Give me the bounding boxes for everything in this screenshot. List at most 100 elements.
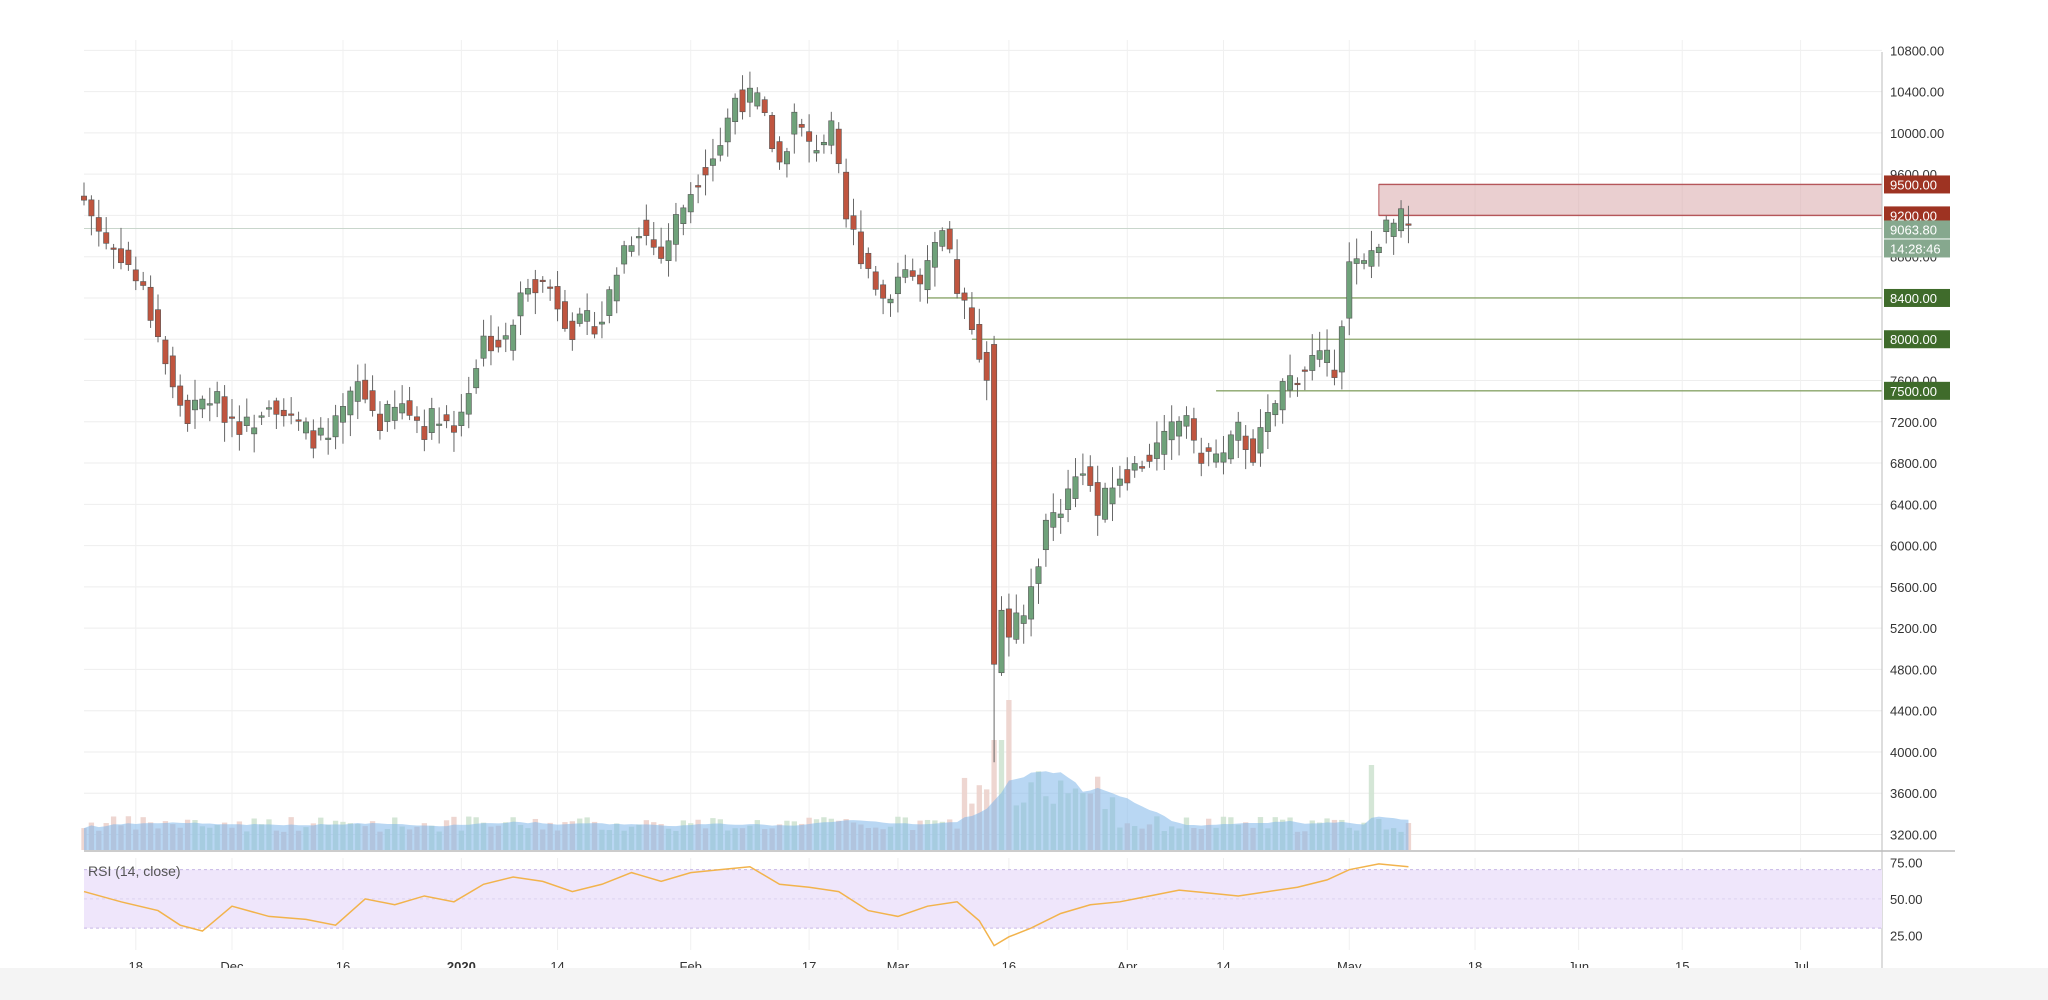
candle-body: [998, 609, 1005, 674]
candle-body: [229, 416, 235, 419]
candle-body: [1146, 454, 1153, 462]
candle-body: [325, 437, 332, 440]
candle-body: [931, 242, 938, 268]
candle-body: [539, 279, 546, 282]
candle-body: [902, 269, 909, 278]
candlesticks: [81, 71, 1412, 763]
candle-body: [428, 408, 435, 433]
price-tick-label: 10400.00: [1890, 85, 1944, 100]
price-tick-label: 5200.00: [1890, 621, 1937, 636]
candle-body: [621, 245, 628, 265]
candle-body: [1264, 412, 1271, 432]
countdown-tag: [1884, 239, 1950, 258]
candle-body: [413, 416, 420, 421]
candle-body: [169, 355, 176, 388]
candle-body: [295, 419, 302, 422]
candle-body: [399, 403, 406, 414]
candle-body: [1168, 421, 1175, 441]
candle-body: [1153, 442, 1160, 459]
candle-body: [251, 427, 258, 435]
volume-bar: [991, 740, 997, 850]
candle-body: [480, 335, 487, 359]
level-tag-label: 8400.00: [1890, 291, 1937, 306]
candle-body: [843, 171, 850, 220]
last-price-tag: [1884, 220, 1950, 239]
footer-bar: [0, 968, 2048, 1000]
candle-body: [243, 416, 250, 426]
candle-body: [458, 411, 465, 426]
resistance-zone: [1378, 183, 1883, 216]
candle-body: [524, 288, 531, 295]
candle-body: [1353, 258, 1360, 264]
level-tag-label: 8000.00: [1890, 332, 1937, 347]
candle-body: [221, 396, 228, 423]
volume-bar: [961, 777, 968, 850]
candle-body: [591, 326, 598, 335]
candle-body: [517, 292, 524, 317]
candle-body: [140, 281, 147, 286]
candle-body: [1072, 476, 1079, 499]
candle-body: [369, 390, 376, 411]
candle-body: [665, 240, 672, 261]
candle-body: [450, 425, 457, 433]
candle-body: [680, 207, 687, 224]
candle-body: [828, 120, 835, 146]
candle-body: [1220, 452, 1227, 463]
candle-body: [1109, 487, 1116, 505]
candle-body: [732, 97, 739, 122]
candle-body: [347, 390, 354, 416]
candle-body: [1042, 519, 1049, 551]
level-tag: [1884, 288, 1950, 307]
candle-body: [724, 117, 731, 143]
candle-body: [1279, 381, 1286, 411]
candle-body: [177, 385, 184, 406]
price-tick-label: 4000.00: [1890, 745, 1937, 760]
candle-body: [791, 111, 798, 135]
candle-body: [1116, 478, 1123, 486]
price-tick-label: 4400.00: [1890, 704, 1937, 719]
candle-body: [643, 219, 650, 236]
candle-body: [391, 406, 398, 421]
candle-body: [465, 393, 472, 415]
candle-body: [709, 158, 716, 166]
candle-body: [702, 167, 709, 176]
candle-body: [813, 150, 820, 154]
price-tick-label: 5600.00: [1890, 580, 1937, 595]
candle-body: [865, 252, 872, 269]
candle-body: [1183, 415, 1190, 427]
candle-body: [1272, 403, 1279, 416]
candle-body: [850, 215, 857, 230]
candle-body: [377, 413, 383, 431]
candle-body: [473, 368, 480, 389]
candle-body: [917, 274, 924, 285]
candle-body: [894, 276, 901, 295]
rsi-title: RSI (14, close): [88, 863, 181, 879]
candle-body: [1028, 586, 1035, 620]
candle-body: [303, 421, 309, 434]
candle-body: [1294, 382, 1301, 386]
candle-body: [976, 324, 983, 360]
candle-body: [436, 423, 443, 426]
level-tag-label: 7500.00: [1890, 384, 1937, 399]
candle-body: [1020, 615, 1027, 624]
candle-body: [162, 339, 169, 365]
candle-body: [1176, 420, 1183, 437]
candle-body: [991, 344, 998, 665]
level-tag: [1884, 206, 1950, 225]
rsi-tick-label: 50.00: [1890, 892, 1923, 907]
rsi-tick-label: 75.00: [1890, 855, 1923, 870]
level-tag-label: 9200.00: [1890, 208, 1937, 223]
candle-body: [1205, 447, 1212, 452]
candle-body: [132, 269, 139, 282]
candle-body: [1139, 466, 1146, 469]
candle-body: [1131, 463, 1138, 471]
candle-body: [266, 407, 272, 410]
candle-body: [1190, 418, 1197, 441]
price-tick-label: 6400.00: [1890, 497, 1937, 512]
candle-body: [273, 400, 280, 415]
candle-body: [1405, 223, 1412, 226]
candle-body: [924, 260, 931, 291]
candle-body: [547, 286, 554, 289]
candle-body: [658, 246, 665, 259]
